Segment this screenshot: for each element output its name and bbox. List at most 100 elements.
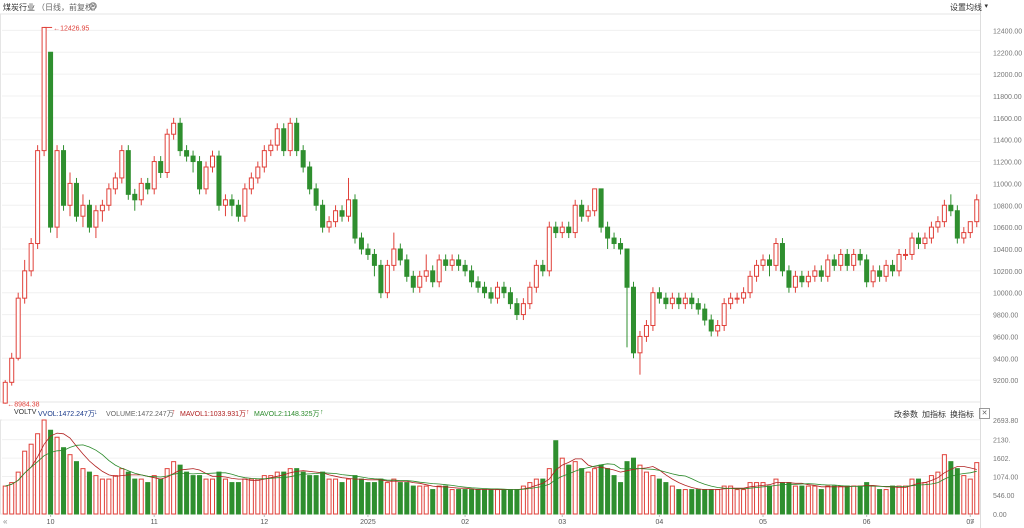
close-icon[interactable]: ✕ [979, 408, 990, 419]
volume-bar-up[interactable] [592, 468, 598, 515]
volume-bar-down[interactable] [656, 478, 662, 515]
volume-bar-down[interactable] [766, 485, 773, 515]
volume-bar-up[interactable] [28, 443, 34, 515]
volume-bar-up[interactable] [138, 478, 144, 515]
candle-down[interactable] [630, 286, 636, 354]
candle-up[interactable] [754, 264, 760, 277]
candle-down[interactable] [695, 303, 701, 310]
volume-bar-up[interactable] [974, 462, 980, 515]
volume-bar-up[interactable] [268, 475, 274, 515]
candle-down[interactable] [125, 150, 131, 195]
volume-bar-down[interactable] [482, 489, 488, 515]
candle-up[interactable] [261, 150, 267, 168]
volume-bar-down[interactable] [779, 482, 785, 515]
candle-down[interactable] [507, 292, 513, 305]
volume-bar-up[interactable] [449, 489, 455, 515]
volume-bar-up[interactable] [22, 450, 28, 515]
candle-down[interactable] [235, 204, 241, 217]
volume-bar-down[interactable] [890, 485, 896, 515]
volume-bar-up[interactable] [346, 478, 352, 515]
candle-up[interactable] [838, 253, 844, 266]
volume-bar-down[interactable] [611, 475, 617, 515]
candle-down[interactable] [469, 270, 475, 283]
volume-bar-up[interactable] [436, 485, 442, 515]
candle-down[interactable] [313, 188, 319, 206]
candle-up[interactable] [417, 275, 423, 288]
candle-up[interactable] [643, 324, 649, 337]
candle-down[interactable] [844, 253, 850, 266]
volume-bar-up[interactable] [721, 485, 727, 515]
volume-bar-up[interactable] [851, 485, 857, 515]
volume-bar-down[interactable] [844, 485, 850, 515]
volume-bar-down[interactable] [915, 478, 921, 515]
volume-bar-up[interactable] [326, 478, 332, 515]
candle-up[interactable] [494, 286, 500, 299]
candle-up[interactable] [974, 199, 980, 223]
candle-up[interactable] [909, 237, 915, 255]
candle-down[interactable] [86, 204, 92, 228]
candle-down[interactable] [462, 264, 468, 272]
scroll-left-icon[interactable]: « [3, 517, 8, 526]
candle-up[interactable] [67, 182, 73, 206]
volume-bar-up[interactable] [255, 478, 261, 515]
candle-up[interactable] [449, 259, 455, 266]
volume-bar-up[interactable] [533, 478, 539, 515]
volume-bar-up[interactable] [35, 433, 41, 515]
volume-bar-up[interactable] [274, 471, 280, 515]
candle-up[interactable] [106, 188, 112, 206]
volume-bar-down[interactable] [443, 485, 449, 515]
candle-down[interactable] [320, 204, 326, 228]
candle-up[interactable] [255, 166, 261, 179]
candle-up[interactable] [928, 226, 934, 239]
candle-up[interactable] [171, 122, 177, 135]
volume-bar-up[interactable] [903, 485, 909, 515]
volume-bar-down[interactable] [177, 464, 183, 515]
candle-up[interactable] [792, 275, 798, 288]
volume-bar-down[interactable] [294, 468, 300, 515]
candle-up[interactable] [54, 150, 60, 228]
volume-bar-up[interactable] [391, 478, 397, 515]
candle-up[interactable] [391, 248, 397, 266]
volume-bar-down[interactable] [307, 475, 313, 515]
candle-down[interactable] [954, 210, 960, 239]
volume-bar-down[interactable] [404, 482, 410, 515]
candle-down[interactable] [864, 259, 870, 283]
volume-bar-down[interactable] [86, 471, 92, 515]
volume-bar-down[interactable] [948, 461, 954, 515]
candle-up[interactable] [903, 253, 909, 256]
volume-bar-up[interactable] [896, 485, 902, 515]
candle-up[interactable] [546, 226, 552, 272]
candle-up[interactable] [870, 270, 876, 283]
candle-down[interactable] [352, 199, 358, 239]
volume-bar-up[interactable] [825, 485, 831, 515]
volume-bar-up[interactable] [99, 478, 105, 515]
volume-bar-down[interactable] [125, 471, 131, 515]
volume-bar-up[interactable] [922, 482, 928, 515]
volume-bar-down[interactable] [818, 489, 824, 515]
candle-up[interactable] [922, 237, 928, 245]
volume-bar-up[interactable] [106, 478, 112, 515]
volume-bar-up[interactable] [423, 485, 429, 515]
volume-bar-down[interactable] [708, 489, 714, 515]
volume-bar-down[interactable] [507, 489, 513, 515]
volume-bar-up[interactable] [2, 485, 8, 515]
candle-down[interactable] [656, 292, 662, 299]
candle-down[interactable] [456, 259, 462, 266]
volume-bar-up[interactable] [494, 489, 500, 515]
volume-bar-up[interactable] [333, 478, 339, 515]
candle-down[interactable] [365, 248, 371, 255]
candle-up[interactable] [9, 357, 15, 383]
candle-down[interactable] [488, 292, 494, 299]
volume-bar-down[interactable] [540, 478, 546, 515]
candle-down[interactable] [566, 226, 572, 234]
candle-up[interactable] [669, 297, 675, 305]
volume-bar-down[interactable] [229, 482, 235, 515]
candle-up[interactable] [274, 128, 280, 146]
volume-bar-down[interactable] [501, 489, 507, 515]
candle-down[interactable] [339, 210, 345, 217]
candle-up[interactable] [721, 303, 727, 326]
volume-bar-up[interactable] [527, 482, 533, 515]
volume-bar-down[interactable] [566, 464, 572, 515]
candle-up[interactable] [896, 253, 902, 272]
volume-bar-up[interactable] [203, 478, 209, 515]
